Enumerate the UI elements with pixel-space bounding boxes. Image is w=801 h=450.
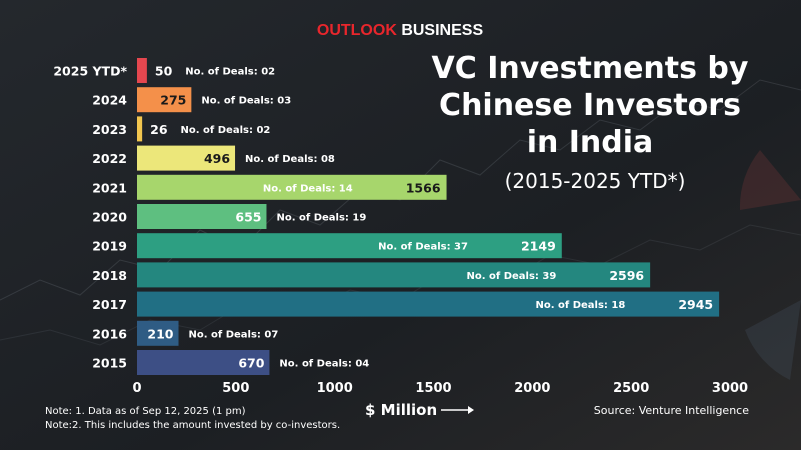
- note-1: Note: 1. Data as of Sep 12, 2025 (1 pm): [45, 406, 246, 417]
- bar-value-label: 26: [150, 122, 168, 137]
- bar-group: 2018 2596 No. of Deals: 39: [92, 262, 651, 288]
- bar-value-label: 275: [160, 93, 186, 108]
- bar: [137, 204, 267, 229]
- bar: [137, 350, 270, 375]
- bar-deals-label: No. of Deals: 03: [201, 96, 291, 107]
- note-2: Note:2. This includes the amount investe…: [45, 420, 340, 431]
- bar-value-label: 50: [155, 64, 173, 79]
- bar-value-label: 2596: [609, 268, 644, 283]
- bar-deals-label: No. of Deals: 02: [181, 125, 271, 136]
- bar-group: 2021 1566 No. of Deals: 14: [92, 174, 447, 200]
- bar-group: 2015 670 No. of Deals: 04: [92, 350, 369, 375]
- bar: [137, 145, 236, 171]
- bar-deals-label: No. of Deals: 39: [466, 271, 556, 282]
- bar-deals-label: No. of Deals: 08: [245, 154, 335, 165]
- chart-subtitle: (2015-2025 YTD*): [505, 169, 686, 193]
- x-tick-label: 0: [132, 381, 141, 396]
- bar: [137, 233, 562, 259]
- bar-group: 2022 496 No. of Deals: 08: [92, 145, 335, 171]
- background-pie-decoration: [739, 150, 801, 380]
- x-tick-label: 2000: [514, 381, 550, 396]
- source-credit: Source: Venture Intelligence: [594, 404, 749, 417]
- bar: [137, 58, 147, 83]
- bar-deals-label: No. of Deals: 19: [276, 213, 366, 224]
- y-tick-label: 2024: [92, 93, 127, 108]
- bar: [137, 291, 720, 317]
- y-tick-label: 2025 YTD*: [53, 64, 127, 79]
- y-tick-label: 2018: [92, 268, 127, 283]
- x-tick-label: 500: [222, 381, 249, 396]
- bar-value-label: 670: [238, 356, 264, 371]
- x-tick-label: 1000: [317, 381, 353, 396]
- y-tick-label: 2023: [92, 122, 127, 137]
- bar-value-label: 2149: [521, 239, 556, 254]
- bar-group: 2023 26 No. of Deals: 02: [92, 116, 271, 142]
- y-tick-label: 2019: [92, 239, 127, 254]
- brand-logo: OUTLOOK BUSINESS: [317, 22, 484, 39]
- y-tick-label: 2021: [92, 180, 127, 195]
- y-tick-label: 2015: [92, 356, 127, 371]
- bar-group: 2017 2945 No. of Deals: 18: [92, 291, 720, 317]
- bar-deals-label: No. of Deals: 37: [378, 242, 468, 253]
- y-tick-label: 2022: [92, 151, 127, 166]
- x-axis: 0 500 1000 1500 2000 2500 3000: [132, 381, 748, 396]
- x-axis-label: $ Million: [365, 401, 437, 419]
- bar-deals-label: No. of Deals: 07: [189, 329, 279, 340]
- y-tick-label: 2017: [92, 297, 127, 312]
- brand-part-1: OUTLOOK: [317, 22, 397, 39]
- bar-group: 2020 655 No. of Deals: 19: [92, 204, 366, 229]
- bar-value-label: 2945: [678, 297, 713, 312]
- chart-title-line-3: in India: [527, 125, 654, 160]
- bar: [137, 262, 651, 288]
- chart-title-line-2: Chinese Investors: [439, 88, 741, 123]
- bar-deals-label: No. of Deals: 14: [263, 183, 353, 194]
- bar-deals-label: No. of Deals: 04: [279, 359, 369, 370]
- bar-value-label: 1566: [406, 180, 441, 195]
- bar: [137, 174, 447, 200]
- bar: [137, 87, 192, 113]
- bar-group: 2016 210 No. of Deals: 07: [92, 320, 279, 346]
- bar-group: 2024 275 No. of Deals: 03: [92, 87, 291, 113]
- bars: 2025 YTD* 50 No. of Deals: 02 2024 275 No. of…: [53, 58, 720, 375]
- bar-group: 2019 2149 No. of Deals: 37: [92, 233, 562, 259]
- y-tick-label: 2016: [92, 326, 127, 341]
- x-tick-label: 2500: [613, 381, 649, 396]
- bar-deals-label: No. of Deals: 18: [535, 300, 625, 311]
- y-tick-label: 2020: [92, 210, 127, 225]
- bar: [137, 320, 179, 346]
- bar-deals-label: No. of Deals: 02: [185, 67, 275, 78]
- x-tick-label: 3000: [712, 381, 748, 396]
- bar-value-label: 496: [204, 151, 230, 166]
- bar-value-label: 210: [147, 326, 173, 341]
- arrow-right-icon: [441, 406, 474, 414]
- bar-group: 2025 YTD* 50 No. of Deals: 02: [53, 58, 275, 83]
- brand-part-2: BUSINESS: [397, 22, 484, 39]
- bar: [137, 116, 143, 142]
- bar-value-label: 655: [235, 210, 261, 225]
- x-tick-label: 1500: [415, 381, 451, 396]
- chart-title-line-1: VC Investments by: [432, 51, 749, 86]
